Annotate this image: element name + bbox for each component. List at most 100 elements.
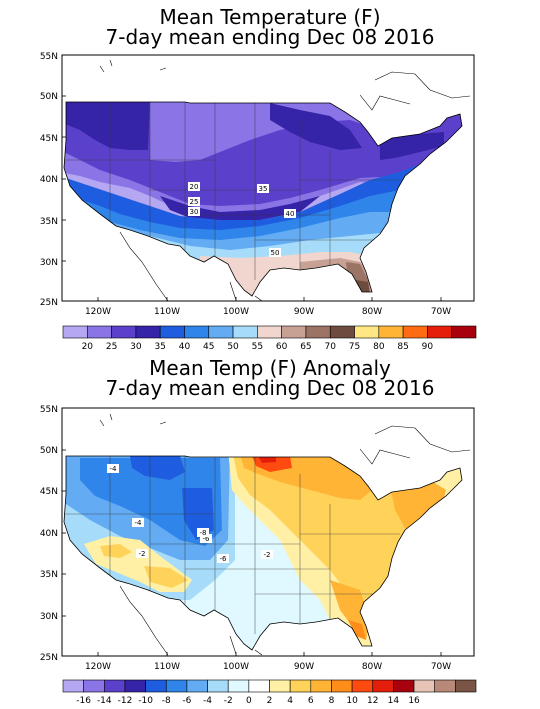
panel2-lat-label: 55N: [40, 405, 58, 415]
panel1-lon-label: 110W: [154, 307, 180, 317]
colorbar-swatch: [124, 679, 146, 693]
colorbar-swatch: [434, 679, 456, 693]
panel2-lat-label: 50N: [40, 446, 58, 456]
colorbar-tick-label: 50: [227, 342, 239, 352]
colorbar-swatch: [393, 679, 415, 693]
colorbar-tick-label: 65: [300, 342, 311, 352]
colorbar-tick-label: 4: [287, 696, 293, 706]
panel2-lon-label: 120W: [85, 662, 111, 672]
colorbar-swatch: [184, 325, 210, 339]
colorbar-swatch: [83, 679, 105, 693]
colorbar-tick-label: 55: [252, 342, 263, 352]
panel2-lon-label: 90W: [294, 662, 314, 672]
panel1-lat-label: 45N: [40, 134, 58, 144]
panel1-contour-label: 35: [259, 185, 268, 193]
colorbar-tick-label: 60: [276, 342, 288, 352]
panel2-map: 55N 50N 45N 40N 35N 30N 25N 120W 110W 10…: [40, 405, 477, 706]
colorbar-swatch: [269, 679, 291, 693]
panel1-lon-label: 80W: [362, 307, 382, 317]
panel1-map: 55N 50N 45N 40N 35N 30N 25N 120W 110W 10…: [40, 52, 477, 352]
colorbar-swatch: [111, 325, 137, 339]
colorbar-swatch: [257, 325, 282, 339]
colorbar-tick-label: 70: [325, 342, 337, 352]
panel2-us-outline: [63, 455, 463, 651]
panel1-lat-label: 50N: [40, 92, 58, 102]
panel2-colorbar: -16 -14 -12 -10 -8 -6 -4 -2 0 2 4 6 8 10 12 14 16: [62, 679, 477, 706]
colorbar-tick-label: 12: [367, 696, 378, 706]
colorbar-swatch: [329, 325, 355, 339]
panel1-lon-label: 90W: [294, 307, 314, 317]
colorbar-tick-label: 35: [154, 342, 165, 352]
colorbar-swatch: [402, 325, 428, 339]
colorbar-tick-label: -14: [97, 696, 112, 706]
colorbar-tick-label: 80: [373, 342, 385, 352]
colorbar-swatch: [378, 325, 404, 339]
panel2-lon-label: 70W: [431, 662, 451, 672]
panel1-lat-label: 25N: [40, 298, 58, 308]
colorbar-swatch: [455, 679, 477, 693]
panel2-lon-label: 110W: [154, 662, 180, 672]
panel1-lon-label: 70W: [431, 307, 451, 317]
colorbar-tick-label: -16: [76, 696, 91, 706]
colorbar-tick-label: 75: [349, 342, 360, 352]
colorbar-tick-label: 85: [397, 342, 408, 352]
colorbar-tick-label: 90: [422, 342, 434, 352]
colorbar-swatch: [165, 679, 188, 693]
panel1-us-outline: [63, 101, 463, 297]
panel2-contour-label: -4: [135, 519, 143, 527]
panel1-lat-label: 55N: [40, 52, 58, 62]
colorbar-tick-label: -4: [203, 696, 212, 706]
colorbar-swatch: [145, 679, 167, 693]
colorbar-swatch: [159, 325, 185, 339]
colorbar-swatch: [305, 325, 331, 339]
panel2-contour-label: -2: [139, 550, 146, 558]
colorbar-swatch: [207, 679, 229, 693]
panel1-lat-label: 30N: [40, 258, 58, 268]
panel2-contour-label: -8: [200, 529, 207, 537]
colorbar-tick-label: -6: [182, 696, 191, 706]
colorbar-tick-label: -12: [118, 696, 133, 706]
panel2-title-line1: Mean Temp (F) Anomaly: [149, 356, 391, 380]
panel1-lat-label: 35N: [40, 217, 58, 227]
colorbar-swatch: [310, 679, 332, 693]
colorbar-tick-label: 0: [246, 696, 252, 706]
colorbar-swatch: [372, 679, 394, 693]
panel2-lon-label: 80W: [362, 662, 382, 672]
panel1-contour-label: 30: [190, 208, 199, 216]
colorbar-swatch: [62, 679, 84, 693]
colorbar-tick-label: 8: [329, 696, 335, 706]
colorbar-tick-label: -10: [138, 696, 153, 706]
colorbar-swatch: [227, 679, 250, 693]
colorbar-swatch: [427, 325, 453, 339]
colorbar-swatch: [331, 679, 353, 693]
colorbar-swatch: [186, 679, 208, 693]
colorbar-tick-label: 20: [82, 342, 94, 352]
colorbar-tick-label: 10: [346, 696, 358, 706]
panel2-lon-label: 100W: [223, 662, 249, 672]
colorbar-swatch: [86, 325, 112, 339]
colorbar-swatch: [413, 679, 435, 693]
colorbar-tick-label: 30: [130, 342, 142, 352]
panel1-lon-label: 120W: [85, 307, 111, 317]
panel2-contour-label: -6: [220, 555, 228, 563]
colorbar-swatch: [351, 679, 374, 693]
colorbar-tick-label: 2: [267, 696, 273, 706]
colorbar-tick-label: 16: [408, 696, 420, 706]
colorbar-swatch: [289, 679, 312, 693]
panel2-lat-label: 35N: [40, 570, 58, 580]
panel1-title-line1: Mean Temperature (F): [159, 5, 381, 29]
panel2-title-line2: 7-day mean ending Dec 08 2016: [105, 376, 435, 400]
colorbar-tick-label: -8: [162, 696, 171, 706]
colorbar-tick-label: 6: [308, 696, 314, 706]
colorbar-swatch: [104, 679, 126, 693]
panel1-contour-label: 40: [286, 210, 295, 218]
colorbar-tick-label: -2: [224, 696, 233, 706]
panel2-contour-label: -2: [264, 551, 271, 559]
colorbar-swatch: [248, 679, 270, 693]
colorbar-tick-label: 45: [203, 342, 214, 352]
colorbar-swatch: [354, 325, 380, 339]
colorbar-tick-label: 25: [106, 342, 117, 352]
panel1-lon-label: 100W: [223, 307, 249, 317]
panel2-lat-label: 30N: [40, 612, 58, 622]
colorbar-tick-label: 40: [179, 342, 191, 352]
